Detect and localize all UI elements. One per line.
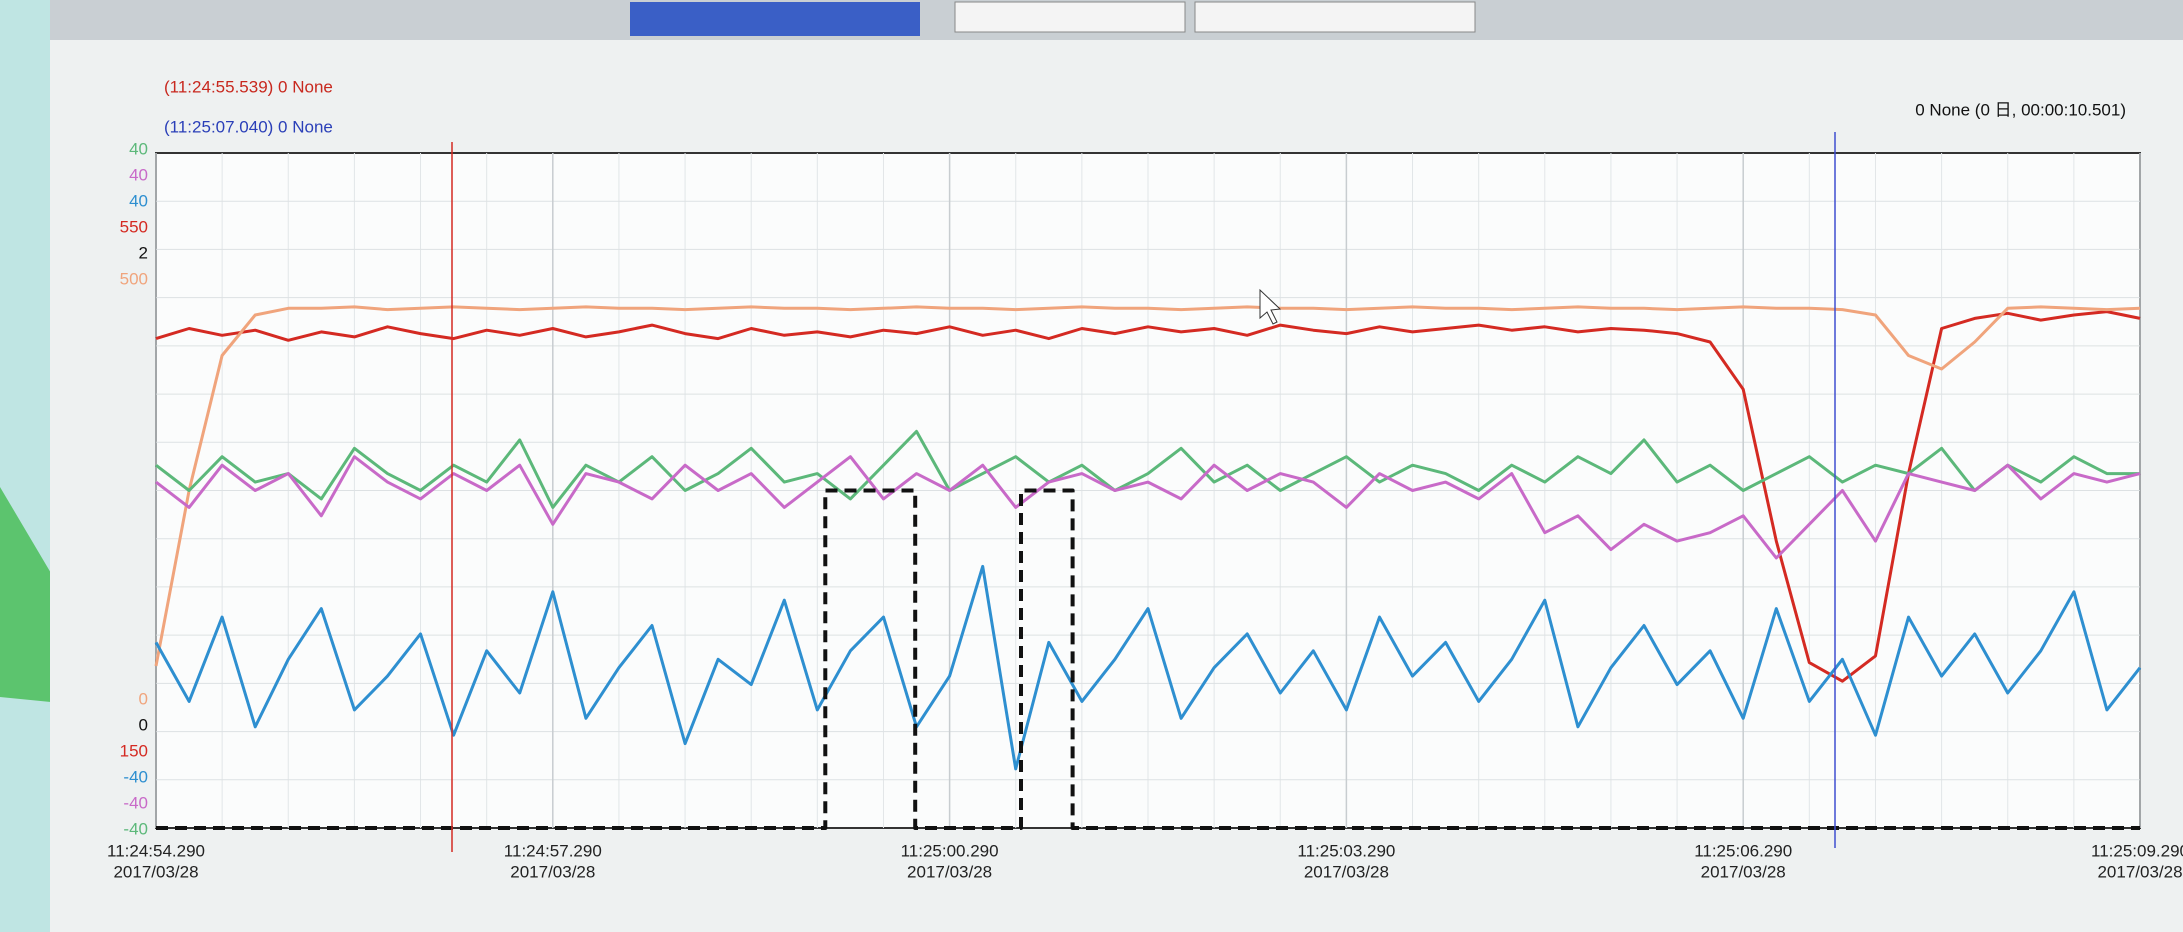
- x-tick-label: 11:24:57.290: [504, 841, 602, 860]
- x-tick-date: 2017/03/28: [510, 862, 595, 881]
- y-axis-max: 40: [129, 191, 148, 210]
- y-axis-min: -40: [123, 793, 148, 812]
- x-tick-label: 11:25:09.290: [2091, 841, 2183, 860]
- x-tick-label: 11:25:03.290: [1297, 841, 1395, 860]
- y-axis-min: -40: [123, 767, 148, 786]
- x-tick-date: 2017/03/28: [1304, 862, 1389, 881]
- x-tick-date: 2017/03/28: [1701, 862, 1786, 881]
- mouse-pointer: [1259, 288, 1282, 325]
- toolbar-field[interactable]: [630, 2, 920, 36]
- x-tick-date: 2017/03/28: [113, 862, 198, 881]
- series-line: [155, 429, 2140, 509]
- cursor-label: (11:25:07.040) 0 None: [164, 117, 333, 136]
- y-axis-max: 40: [129, 139, 148, 158]
- toolbar-field[interactable]: [1194, 1, 1476, 33]
- toolbar-field[interactable]: [954, 1, 1186, 33]
- x-tick-label: 11:25:06.290: [1694, 841, 1792, 860]
- y-axis-min: -40: [123, 819, 148, 838]
- y-axis-max: 500: [120, 269, 148, 288]
- y-axis-min: 0: [139, 715, 148, 734]
- y-axis-max: 2: [139, 243, 148, 262]
- cursor-label: (11:24:55.539) 0 None: [164, 77, 333, 96]
- x-tick-date: 2017/03/28: [2097, 862, 2182, 881]
- y-axis-min: 0: [139, 689, 148, 708]
- x-tick-label: 11:24:54.290: [107, 841, 205, 860]
- x-tick-label: 11:25:00.290: [901, 841, 999, 860]
- y-axis-max: 550: [120, 217, 148, 236]
- series-line: [154, 305, 2141, 667]
- series-line: [154, 564, 2142, 771]
- series-line: [155, 310, 2141, 683]
- cursor-readout: 0 None (0 日, 00:00:10.501): [1915, 100, 2126, 119]
- series-line: [155, 455, 2141, 560]
- y-axis-max: 40: [129, 165, 148, 184]
- x-tick-date: 2017/03/28: [907, 862, 992, 881]
- series-line: [156, 488, 2140, 830]
- y-axis-min: 150: [120, 741, 148, 760]
